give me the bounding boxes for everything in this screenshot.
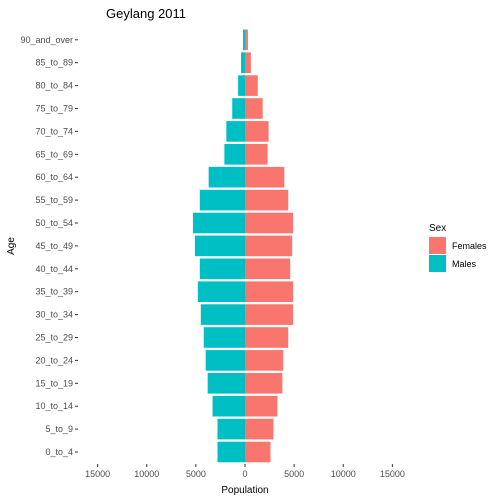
bar-females-15_to_19 [245, 372, 283, 394]
bar-males-0_to_4 [217, 441, 245, 463]
legend-swatch-males [429, 255, 446, 272]
y-tick-label: 45_to_49 [35, 241, 73, 251]
legend-label-females: Females [452, 241, 487, 251]
x-axis: 15000 10000 5000 0 5000 10000 15000 [85, 464, 405, 479]
bar-females-0_to_4 [245, 441, 271, 463]
y-tick-label: 55_to_59 [35, 195, 73, 205]
bar-males-30_to_34 [200, 304, 245, 325]
bar-males-50_to_54 [192, 212, 245, 234]
legend: Sex Females Males [429, 223, 487, 272]
bar-males-55_to_59 [199, 189, 245, 211]
y-tick-label: 25_to_29 [35, 333, 73, 343]
bar-males-15_to_19 [207, 372, 245, 394]
x-tick-label: 15000 [380, 469, 405, 479]
bar-females-20_to_24 [245, 350, 284, 371]
x-tick-label: 15000 [85, 469, 110, 479]
y-tick-label: 50_to_54 [35, 218, 73, 228]
y-axis: 0_to_4 5_to_9 10_to_14 15_to_19 20_to_24 25_t… [20, 35, 78, 457]
bar-females-10_to_14 [245, 395, 278, 417]
bar-females-40_to_44 [245, 258, 291, 280]
legend-title: Sex [429, 223, 446, 234]
bar-males-85_to_89 [241, 52, 245, 74]
bar-males-10_to_14 [212, 395, 245, 417]
x-axis-title: Population [221, 485, 268, 496]
bar-females-70_to_74 [245, 121, 269, 142]
bar-females-65_to_69 [245, 143, 268, 165]
y-tick-label: 0_to_4 [45, 447, 73, 457]
bar-females-75_to_79 [245, 98, 263, 119]
bar-males-45_to_49 [194, 235, 245, 257]
bar-females-50_to_54 [245, 212, 294, 234]
bar-females-25_to_29 [245, 327, 289, 348]
legend-label-males: Males [452, 259, 477, 269]
bar-females-55_to_59 [245, 189, 289, 211]
y-tick-label: 90_and_over [20, 35, 73, 45]
y-tick-label: 15_to_19 [35, 378, 73, 388]
legend-swatch-females [429, 237, 446, 254]
y-tick-label: 40_to_44 [35, 264, 73, 274]
bar-males-20_to_24 [205, 350, 245, 371]
x-tick-label: 5000 [284, 469, 304, 479]
bars-layer [192, 29, 294, 463]
bar-females-90_and_over [245, 29, 248, 51]
y-tick-label: 80_to_84 [35, 81, 73, 91]
bar-females-80_to_84 [245, 75, 258, 96]
bar-males-75_to_79 [232, 98, 245, 119]
bar-males-70_to_74 [226, 121, 245, 142]
bar-males-35_to_39 [197, 281, 245, 303]
y-tick-label: 30_to_34 [35, 310, 73, 320]
bar-females-35_to_39 [245, 281, 294, 303]
x-tick-label: 5000 [186, 469, 206, 479]
bar-males-5_to_9 [217, 418, 245, 440]
bar-females-5_to_9 [245, 418, 274, 440]
y-tick-label: 20_to_24 [35, 355, 73, 365]
chart-title: Geylang 2011 [106, 6, 186, 21]
bar-males-90_and_over [243, 29, 245, 51]
y-tick-label: 85_to_89 [35, 58, 73, 68]
bar-females-85_to_89 [245, 52, 251, 74]
bar-males-80_to_84 [238, 75, 245, 96]
y-tick-label: 70_to_74 [35, 126, 73, 136]
bar-males-65_to_69 [224, 143, 245, 165]
bar-females-60_to_64 [245, 166, 285, 188]
y-tick-label: 35_to_39 [35, 287, 73, 297]
y-tick-label: 60_to_64 [35, 172, 73, 182]
y-tick-label: 65_to_69 [35, 149, 73, 159]
x-tick-label: 0 [242, 469, 247, 479]
bar-males-60_to_64 [208, 166, 245, 188]
x-tick-label: 10000 [134, 469, 159, 479]
bar-females-30_to_34 [245, 304, 294, 325]
y-tick-label: 75_to_79 [35, 104, 73, 114]
y-tick-label: 10_to_14 [35, 401, 73, 411]
y-tick-label: 5_to_9 [45, 424, 73, 434]
bar-males-25_to_29 [203, 327, 245, 348]
bar-males-40_to_44 [199, 258, 245, 280]
y-axis-title: Age [6, 237, 17, 255]
bar-females-45_to_49 [245, 235, 293, 257]
x-tick-label: 10000 [331, 469, 356, 479]
